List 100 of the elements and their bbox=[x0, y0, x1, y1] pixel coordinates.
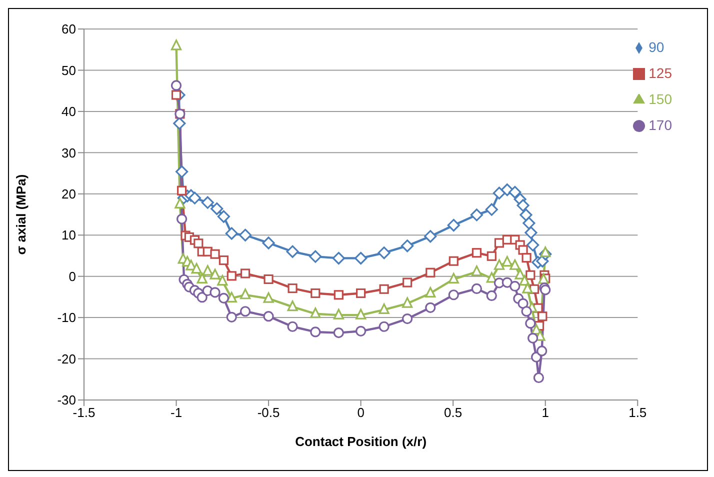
point bbox=[525, 318, 536, 329]
x-tick-label: 0 bbox=[357, 405, 364, 420]
x-tick-label: 1 bbox=[542, 405, 549, 420]
point bbox=[510, 280, 520, 292]
point bbox=[518, 245, 528, 255]
point bbox=[522, 216, 536, 230]
y-tick-label: 60 bbox=[62, 22, 76, 37]
point bbox=[356, 288, 366, 298]
point bbox=[196, 292, 208, 303]
point bbox=[379, 284, 389, 294]
point bbox=[470, 208, 484, 222]
y-tick-label: 20 bbox=[62, 186, 76, 202]
x-tick-label: 1.5 bbox=[628, 405, 647, 420]
point bbox=[174, 198, 186, 208]
x-tick-label: -0.5 bbox=[257, 405, 280, 420]
point bbox=[378, 246, 390, 260]
point bbox=[332, 252, 345, 264]
point bbox=[194, 238, 204, 248]
point bbox=[210, 287, 220, 298]
y-tick-label: 30 bbox=[62, 145, 76, 160]
point bbox=[514, 268, 526, 280]
y-tick-label: -30 bbox=[57, 392, 76, 408]
point bbox=[401, 240, 414, 252]
point bbox=[210, 249, 220, 259]
point bbox=[536, 346, 548, 356]
x-tick-label: -1 bbox=[170, 405, 182, 420]
point bbox=[520, 208, 532, 222]
point bbox=[170, 80, 182, 91]
point bbox=[502, 256, 512, 267]
point bbox=[196, 272, 208, 284]
point bbox=[201, 196, 214, 209]
point bbox=[263, 292, 274, 303]
point bbox=[402, 278, 412, 288]
x-tick-label: -1.5 bbox=[72, 405, 96, 420]
point bbox=[528, 332, 538, 344]
point bbox=[262, 236, 275, 250]
point bbox=[447, 218, 460, 232]
x-tick-label: 0.5 bbox=[444, 405, 462, 420]
point bbox=[217, 210, 230, 223]
point bbox=[226, 292, 237, 302]
point bbox=[521, 306, 532, 317]
point bbox=[448, 256, 458, 266]
point bbox=[210, 268, 220, 280]
legend-label: 170 bbox=[648, 117, 672, 133]
point bbox=[526, 270, 536, 280]
point bbox=[218, 292, 229, 304]
point bbox=[472, 248, 482, 258]
point bbox=[533, 372, 544, 384]
point bbox=[510, 259, 520, 270]
point bbox=[287, 321, 298, 332]
point bbox=[356, 308, 366, 320]
legend-label: 125 bbox=[648, 65, 672, 81]
point bbox=[310, 326, 321, 338]
point bbox=[540, 246, 551, 258]
point bbox=[240, 288, 251, 300]
point bbox=[471, 266, 482, 276]
point bbox=[288, 283, 298, 294]
point bbox=[494, 259, 505, 270]
point bbox=[522, 282, 533, 294]
point bbox=[173, 117, 186, 130]
point bbox=[354, 252, 368, 264]
point bbox=[485, 203, 498, 216]
legend-label: 90 bbox=[648, 39, 664, 55]
point bbox=[218, 255, 228, 266]
point bbox=[226, 312, 237, 322]
point bbox=[378, 303, 390, 314]
point bbox=[538, 312, 548, 322]
x-axis-title: Contact Position (x/r) bbox=[295, 434, 427, 449]
y-axis-title: σ axial (MPa) bbox=[14, 174, 29, 255]
point bbox=[425, 286, 436, 298]
point bbox=[333, 308, 344, 320]
y-tick-label: 0 bbox=[68, 268, 76, 284]
point bbox=[286, 245, 299, 258]
point bbox=[170, 40, 182, 50]
point bbox=[217, 274, 228, 286]
point bbox=[226, 271, 236, 281]
point bbox=[287, 300, 298, 312]
point bbox=[378, 321, 390, 332]
point bbox=[538, 273, 549, 284]
point bbox=[188, 192, 202, 204]
point bbox=[309, 250, 322, 263]
point bbox=[333, 328, 344, 338]
point bbox=[500, 183, 514, 196]
point bbox=[448, 272, 459, 284]
point bbox=[177, 186, 187, 196]
point bbox=[522, 252, 532, 263]
point bbox=[425, 302, 436, 313]
point bbox=[310, 288, 320, 298]
point bbox=[448, 290, 459, 300]
point bbox=[518, 298, 528, 309]
point bbox=[402, 313, 413, 324]
point bbox=[264, 274, 274, 284]
point bbox=[526, 238, 540, 252]
point bbox=[471, 283, 482, 294]
point bbox=[191, 263, 202, 274]
point bbox=[402, 297, 413, 308]
point bbox=[334, 290, 344, 300]
point bbox=[238, 228, 252, 242]
point bbox=[508, 186, 522, 199]
point bbox=[356, 326, 366, 336]
